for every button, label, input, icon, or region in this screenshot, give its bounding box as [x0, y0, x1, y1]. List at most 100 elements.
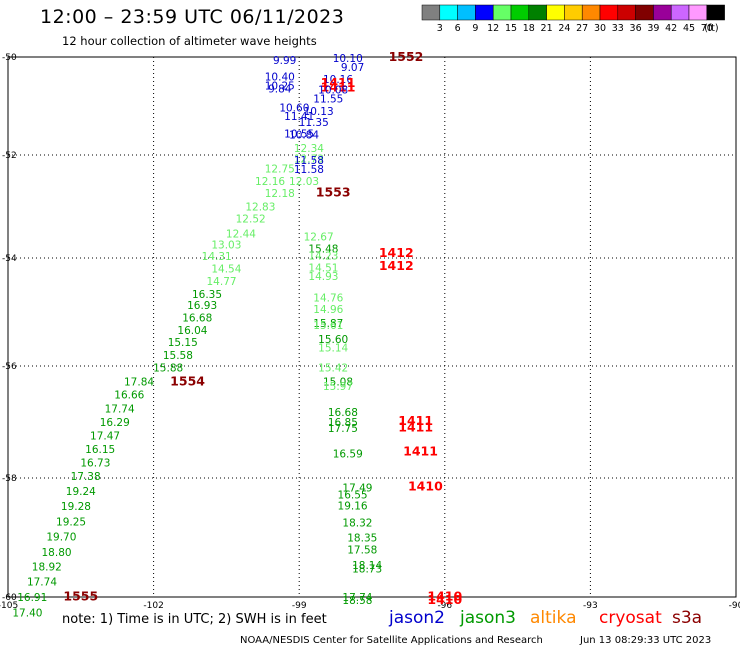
wave-height-label: 14.96	[313, 304, 343, 316]
wave-height-label: 17.74	[342, 592, 372, 604]
wave-height-label: 12.52	[236, 213, 266, 225]
pass-time-label: 1411	[398, 413, 433, 428]
colorbar-label: 42	[665, 23, 677, 34]
wave-height-label: 18.80	[42, 547, 72, 559]
colorbar-label: 24	[558, 23, 570, 34]
wave-height-label: 14.51	[308, 263, 338, 275]
wave-height-label: 10.10	[333, 53, 363, 65]
wave-height-label: 18.35	[347, 533, 377, 545]
pass-time-label: 1554	[170, 374, 205, 389]
wave-height-label: 17.58	[347, 544, 377, 556]
wave-height-label: 19.24	[66, 486, 96, 498]
wave-height-label: 17.38	[71, 471, 101, 483]
wave-height-label: 12.75	[265, 163, 295, 175]
wave-height-label: 16.91	[17, 592, 47, 604]
wave-height-label: 17.74	[105, 404, 135, 416]
colorbar-label: 6	[455, 23, 461, 34]
wave-height-label: 10.40	[265, 72, 295, 84]
x-tick-label: -90	[729, 601, 740, 611]
wave-height-label: 16.85	[328, 417, 358, 429]
credit-text: NOAA/NESDIS Center for Satellite Applica…	[240, 635, 543, 646]
color-scale-legend: 3 6 9 12 15 18 21 24 27 30 33 36 39 42 45 70(ft)	[421, 4, 725, 34]
wave-height-label: 16.55	[338, 490, 368, 502]
colorbar-label: 15	[505, 23, 517, 34]
wave-height-label: 15.42	[318, 363, 348, 375]
wave-height-label: 12.67	[304, 231, 334, 243]
wave-height-label: 9.99	[273, 55, 296, 67]
wave-height-label: 17.49	[342, 483, 372, 495]
wave-height-label: 19.25	[56, 516, 86, 528]
plot-frame	[7, 56, 737, 598]
wave-height-label: 18.92	[32, 562, 62, 574]
wave-height-label: 15.14	[318, 343, 348, 355]
wave-height-label: 10.25	[265, 80, 295, 92]
pass-time-label: 1410	[427, 588, 462, 603]
wave-height-label: 19.16	[338, 500, 368, 512]
wave-height-label: 15.87	[313, 318, 343, 330]
wave-height-label: 13.03	[211, 240, 241, 252]
wave-height-label: 9.84	[268, 83, 292, 95]
y-tick-label: -54	[2, 254, 17, 264]
wave-height-label: 15.97	[323, 381, 353, 393]
wave-height-label: 19.70	[46, 531, 76, 543]
pass-time-label: 1410	[427, 592, 462, 607]
y-tick-label: -50	[2, 53, 17, 63]
wave-height-label: 14.31	[202, 251, 232, 263]
wave-height-label: 15.08	[323, 377, 353, 389]
colorbar-label: 3	[437, 23, 443, 34]
wave-height-label: 17.47	[90, 430, 120, 442]
wave-height-label: 12.03	[289, 176, 319, 188]
wave-height-label: 17.75	[328, 423, 358, 435]
x-tick-label: -99	[292, 601, 307, 611]
wave-height-label: 11.58	[294, 155, 324, 167]
wave-height-label: 16.66	[114, 390, 144, 402]
pass-time-label: 1555	[63, 588, 98, 603]
y-tick-label: -58	[2, 474, 17, 484]
pass-time-label: 1411	[321, 75, 356, 90]
pass-time-label: 1411	[398, 420, 433, 435]
pass-time-label: 1411	[321, 79, 356, 94]
wave-height-label: 15.88	[153, 363, 183, 375]
colorbar-label: 45	[683, 23, 695, 34]
wave-height-label: 14.93	[308, 271, 338, 283]
colorbar-label: 30	[594, 23, 606, 34]
wave-height-label: 12.44	[226, 228, 256, 240]
colorbar-label: 39	[647, 23, 659, 34]
wave-height-label: 16.68	[182, 312, 212, 324]
wave-height-label: 15.60	[318, 334, 348, 346]
x-tick-label: -93	[583, 601, 598, 611]
pass-time-label: 1411	[403, 444, 438, 459]
x-tick-label: -105	[0, 601, 18, 611]
wave-height-label: 16.29	[100, 417, 130, 429]
wave-height-label: 11.55	[313, 94, 343, 106]
wave-height-label: 18.73	[352, 563, 382, 575]
wave-height-label: 10.55	[284, 128, 314, 140]
wave-height-label: 16.15	[85, 444, 115, 456]
colorbar-label: 27	[576, 23, 588, 34]
note-text: note: 1) Time is in UTC; 2) SWH is in fe…	[62, 612, 327, 627]
x-tick-label: -102	[143, 601, 163, 611]
pass-time-label: 1552	[389, 49, 424, 64]
wave-height-label: 15.15	[168, 337, 198, 349]
wave-height-label: 17.74	[27, 577, 57, 589]
wave-height-label: 10.60	[279, 102, 309, 114]
colorbar-label: 12	[487, 23, 499, 34]
wave-height-label: 16.93	[187, 300, 217, 312]
pass-time-label: 1412	[379, 245, 414, 260]
colorbar-label: 70	[701, 23, 713, 34]
wave-height-label: 11.35	[299, 117, 329, 129]
colorbar-unit: (ft)	[704, 23, 718, 34]
wave-height-label: 12.34	[294, 143, 324, 155]
wave-height-label: 15.48	[308, 244, 338, 256]
wave-height-label: 10.08	[318, 84, 348, 96]
wave-height-label: 18.32	[342, 518, 372, 530]
chart-title: 12:00 – 23:59 UTC 06/11/2023	[40, 6, 345, 28]
wave-height-label: 11.58	[294, 164, 324, 176]
colorbar-swatch	[706, 4, 725, 21]
wave-height-label: 19.28	[61, 501, 91, 513]
wave-height-label: 15.61	[313, 320, 343, 332]
wave-height-label: 14.76	[313, 292, 343, 304]
timestamp-text: Jun 13 08:29:33 UTC 2023	[580, 635, 712, 646]
wave-height-label: 15.58	[163, 350, 193, 362]
